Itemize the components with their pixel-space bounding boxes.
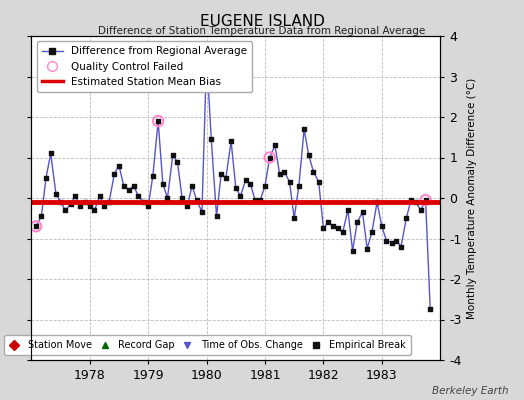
Point <box>392 237 400 244</box>
Point <box>426 306 434 312</box>
Point <box>421 197 430 203</box>
Point <box>339 229 347 236</box>
Point <box>110 170 118 177</box>
Point <box>105 199 113 205</box>
Point <box>154 118 162 124</box>
Point <box>411 199 420 205</box>
Point <box>115 162 123 169</box>
Point <box>173 158 182 165</box>
Point <box>129 183 138 189</box>
Point <box>202 53 211 60</box>
Point <box>149 172 157 179</box>
Point <box>319 225 328 232</box>
Point <box>246 181 255 187</box>
Text: Difference of Station Temperature Data from Regional Average: Difference of Station Temperature Data f… <box>99 26 425 36</box>
Point <box>125 187 133 193</box>
Text: EUGENE ISLAND: EUGENE ISLAND <box>200 14 324 29</box>
Point <box>266 154 274 161</box>
Point <box>271 142 279 148</box>
Point <box>52 191 60 197</box>
Point <box>417 207 425 213</box>
Point <box>334 225 342 232</box>
Point <box>163 195 172 201</box>
Point <box>324 219 332 226</box>
Point <box>144 203 152 209</box>
Point <box>119 183 128 189</box>
Point <box>261 183 269 189</box>
Point <box>294 183 303 189</box>
Point <box>329 223 337 230</box>
Point <box>348 248 357 254</box>
Point <box>363 246 372 252</box>
Point <box>192 197 201 203</box>
Point <box>100 203 108 209</box>
Point <box>300 126 308 132</box>
Point <box>256 197 265 203</box>
Point <box>67 201 75 207</box>
Point <box>388 239 396 246</box>
Point <box>198 209 206 215</box>
Point <box>217 170 225 177</box>
Point <box>232 185 240 191</box>
Point <box>402 215 410 222</box>
Point <box>202 53 211 60</box>
Point <box>251 197 259 203</box>
Point <box>134 193 143 199</box>
Point <box>57 199 65 205</box>
Point <box>154 118 162 124</box>
Point <box>75 203 84 209</box>
Point <box>280 168 288 175</box>
Point <box>159 181 167 187</box>
Point <box>421 197 430 203</box>
Point <box>85 203 94 209</box>
Point <box>42 174 50 181</box>
Point <box>290 215 298 222</box>
Point <box>169 152 177 159</box>
Point <box>37 213 46 220</box>
Point <box>368 229 376 236</box>
Point <box>266 154 274 161</box>
Point <box>188 183 196 189</box>
Point <box>407 197 415 203</box>
Point <box>32 223 40 230</box>
Point <box>90 207 99 213</box>
Point <box>71 193 80 199</box>
Point <box>353 219 362 226</box>
Point <box>314 178 323 185</box>
Point <box>212 213 221 220</box>
Point <box>304 152 313 159</box>
Point <box>178 195 186 201</box>
Point <box>378 223 386 230</box>
Point <box>309 168 318 175</box>
Point <box>227 138 235 144</box>
Point <box>276 170 284 177</box>
Point <box>358 209 367 215</box>
Point <box>61 207 70 213</box>
Point <box>81 199 90 205</box>
Point <box>207 136 215 142</box>
Point <box>32 223 40 230</box>
Point <box>373 199 381 205</box>
Legend: Station Move, Record Gap, Time of Obs. Change, Empirical Break: Station Move, Record Gap, Time of Obs. C… <box>4 336 411 355</box>
Point <box>397 243 405 250</box>
Y-axis label: Monthly Temperature Anomaly Difference (°C): Monthly Temperature Anomaly Difference (… <box>467 77 477 319</box>
Point <box>183 203 192 209</box>
Point <box>286 178 294 185</box>
Text: Berkeley Earth: Berkeley Earth <box>432 386 508 396</box>
Point <box>47 150 55 157</box>
Point <box>95 193 104 199</box>
Point <box>139 199 148 205</box>
Point <box>236 193 245 199</box>
Point <box>382 237 390 244</box>
Point <box>222 174 230 181</box>
Point <box>344 207 352 213</box>
Point <box>242 176 250 183</box>
